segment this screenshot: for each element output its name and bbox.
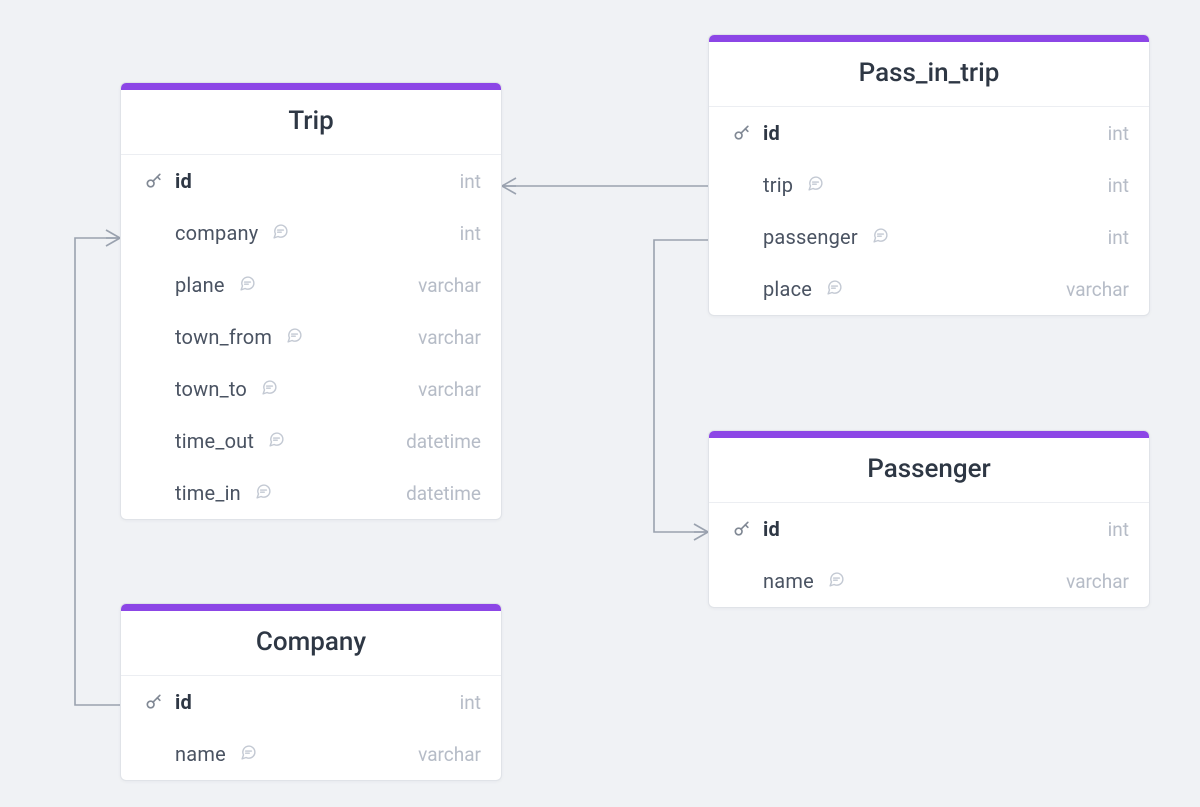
field-row[interactable]: plane varchar bbox=[121, 259, 501, 311]
field-type: int bbox=[460, 691, 481, 714]
field-row[interactable]: time_out datetime bbox=[121, 415, 501, 467]
field-left: id bbox=[731, 517, 780, 541]
field-name: town_to bbox=[175, 377, 247, 401]
table-pass_in_trip[interactable]: Pass_in_tripid int trip int passenger int plac… bbox=[708, 34, 1150, 316]
field-type: varchar bbox=[418, 378, 481, 401]
key-icon bbox=[143, 692, 165, 712]
field-left: id bbox=[143, 690, 192, 714]
comment-icon bbox=[872, 225, 889, 249]
field-name: place bbox=[763, 277, 812, 301]
field-name: plane bbox=[175, 273, 225, 297]
field-name: id bbox=[763, 517, 780, 541]
field-name: id bbox=[175, 690, 192, 714]
field-type: varchar bbox=[1066, 278, 1129, 301]
field-name: name bbox=[175, 742, 226, 766]
table-title: Company bbox=[121, 611, 501, 676]
field-row[interactable]: id int bbox=[709, 107, 1149, 159]
table-title: Trip bbox=[121, 90, 501, 155]
field-row[interactable]: time_in datetime bbox=[121, 467, 501, 519]
field-row[interactable]: id int bbox=[121, 155, 501, 207]
field-type: varchar bbox=[1066, 570, 1129, 593]
erd-canvas: Tripidintcompanyintplanevarchartown_from… bbox=[0, 0, 1200, 807]
table-accent bbox=[709, 431, 1149, 438]
field-type: varchar bbox=[418, 274, 481, 297]
field-name: name bbox=[763, 569, 814, 593]
table-accent bbox=[709, 35, 1149, 42]
key-icon bbox=[731, 123, 753, 143]
field-name: passenger bbox=[763, 225, 858, 249]
comment-icon bbox=[240, 742, 257, 766]
field-row[interactable]: id int bbox=[709, 503, 1149, 555]
comment-icon bbox=[268, 429, 285, 453]
table-company[interactable]: Company id int name varchar bbox=[120, 603, 502, 781]
field-left: company bbox=[143, 221, 289, 245]
field-left: plane bbox=[143, 273, 256, 297]
field-name: id bbox=[175, 169, 192, 193]
connector-2 bbox=[654, 240, 708, 540]
table-accent bbox=[121, 83, 501, 90]
field-row[interactable]: name varchar bbox=[709, 555, 1149, 607]
key-icon bbox=[143, 171, 165, 191]
field-row[interactable]: name varchar bbox=[121, 728, 501, 780]
field-type: int bbox=[1108, 518, 1129, 541]
field-row[interactable]: trip int bbox=[709, 159, 1149, 211]
key-icon bbox=[731, 519, 753, 539]
field-left: time_in bbox=[143, 481, 272, 505]
field-name: trip bbox=[763, 173, 793, 197]
field-name: company bbox=[175, 221, 258, 245]
table-passenger[interactable]: Passenger id int name varchar bbox=[708, 430, 1150, 608]
table-accent bbox=[121, 604, 501, 611]
field-left: name bbox=[143, 742, 257, 766]
comment-icon bbox=[807, 173, 824, 197]
field-row[interactable]: passenger int bbox=[709, 211, 1149, 263]
field-row[interactable]: id int bbox=[121, 676, 501, 728]
comment-icon bbox=[826, 277, 843, 301]
field-type: int bbox=[1108, 226, 1129, 249]
comment-icon bbox=[261, 377, 278, 401]
comment-icon bbox=[255, 481, 272, 505]
field-row[interactable]: place varchar bbox=[709, 263, 1149, 315]
field-type: int bbox=[1108, 122, 1129, 145]
field-row[interactable]: town_to varchar bbox=[121, 363, 501, 415]
field-left: id bbox=[143, 169, 192, 193]
field-left: id bbox=[731, 121, 780, 145]
field-left: place bbox=[731, 277, 843, 301]
field-name: time_in bbox=[175, 481, 241, 505]
comment-icon bbox=[286, 325, 303, 349]
field-name: time_out bbox=[175, 429, 254, 453]
table-title: Passenger bbox=[709, 438, 1149, 503]
field-left: trip bbox=[731, 173, 824, 197]
field-name: town_from bbox=[175, 325, 272, 349]
connector-0 bbox=[502, 178, 708, 194]
field-name: id bbox=[763, 121, 780, 145]
comment-icon bbox=[828, 569, 845, 593]
field-row[interactable]: town_from varchar bbox=[121, 311, 501, 363]
field-left: name bbox=[731, 569, 845, 593]
connector-1 bbox=[75, 230, 120, 705]
field-left: town_from bbox=[143, 325, 303, 349]
comment-icon bbox=[239, 273, 256, 297]
field-type: datetime bbox=[406, 482, 481, 505]
field-left: town_to bbox=[143, 377, 278, 401]
table-title: Pass_in_trip bbox=[709, 42, 1149, 107]
field-left: passenger bbox=[731, 225, 889, 249]
field-row[interactable]: company int bbox=[121, 207, 501, 259]
field-left: time_out bbox=[143, 429, 285, 453]
field-type: int bbox=[460, 222, 481, 245]
comment-icon bbox=[272, 221, 289, 245]
field-type: datetime bbox=[406, 430, 481, 453]
field-type: varchar bbox=[418, 326, 481, 349]
field-type: int bbox=[1108, 174, 1129, 197]
field-type: int bbox=[460, 170, 481, 193]
field-type: varchar bbox=[418, 743, 481, 766]
table-trip[interactable]: Tripidintcompanyintplanevarchartown_from… bbox=[120, 82, 502, 520]
